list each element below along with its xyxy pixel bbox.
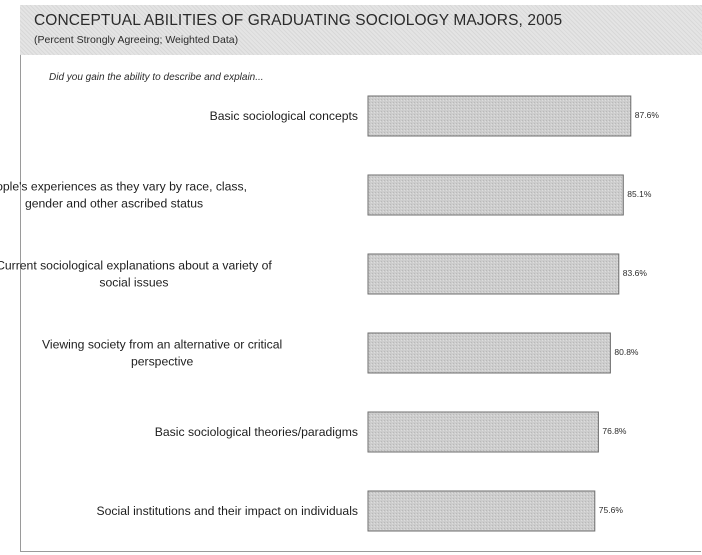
value-label-5: 75.6%	[599, 505, 624, 515]
category-label-4: Basic sociological theories/paradigms	[155, 425, 358, 439]
bar-2	[368, 254, 619, 294]
category-label-0: Basic sociological concepts	[210, 109, 358, 123]
value-label-2: 83.6%	[623, 268, 648, 278]
value-label-1: 85.1%	[627, 189, 652, 199]
bar-4	[368, 412, 598, 452]
value-label-0: 87.6%	[635, 110, 660, 120]
value-label-3: 80.8%	[614, 347, 639, 357]
bar-3	[368, 333, 610, 373]
category-label-5: Social institutions and their impact on …	[97, 504, 359, 518]
category-label-1: People's experiences as they vary by rac…	[0, 180, 247, 211]
bar-5	[368, 491, 595, 531]
value-label-4: 76.8%	[602, 426, 627, 436]
category-label-3: Viewing society from an alternative or c…	[42, 338, 282, 369]
bar-1	[368, 175, 623, 215]
category-label-2: Current sociological explanations about …	[0, 259, 272, 290]
bar-0	[368, 96, 631, 136]
